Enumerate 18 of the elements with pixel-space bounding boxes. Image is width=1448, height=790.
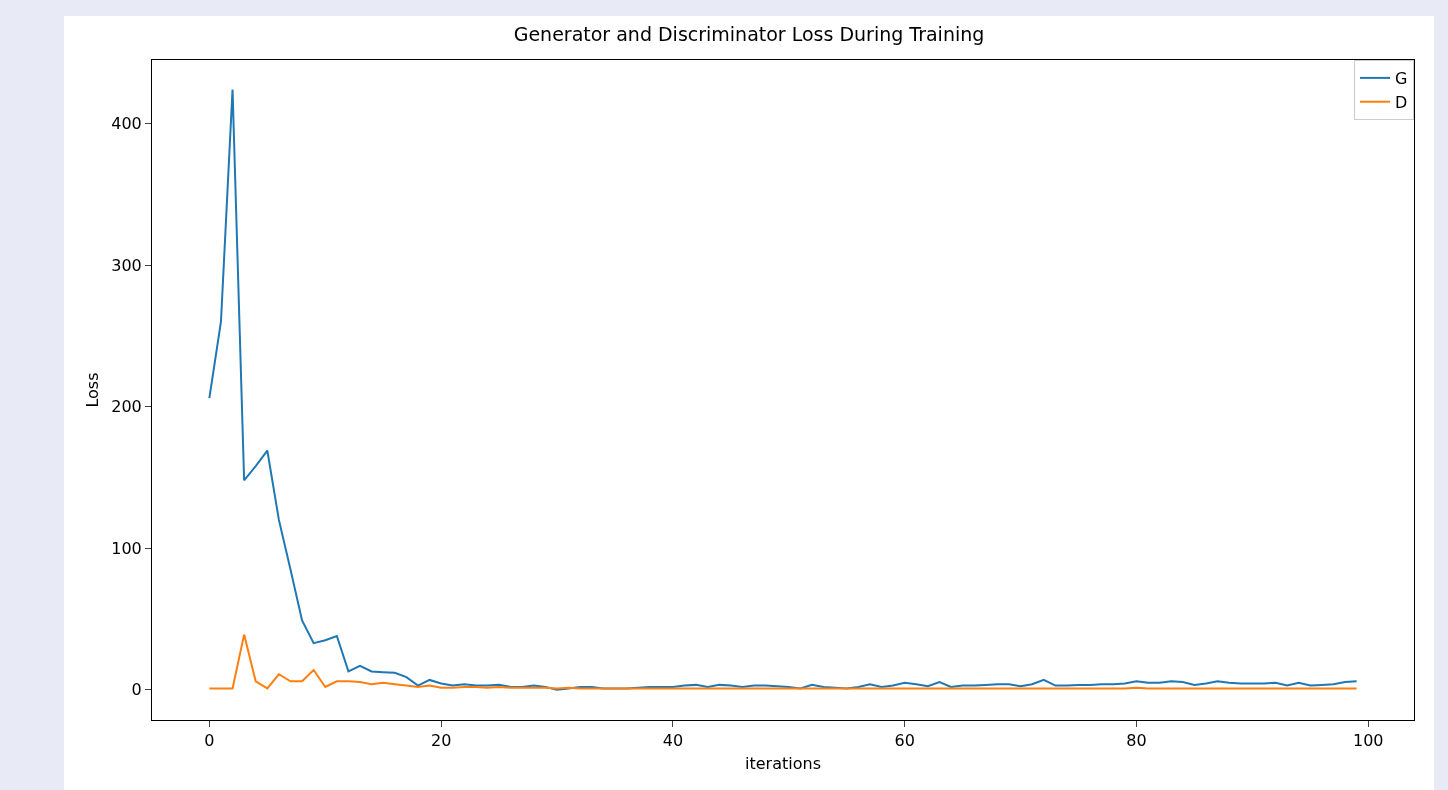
y-tick-label: 200 [111, 397, 142, 417]
y-tick-label: 0 [131, 680, 142, 700]
y-axis-title: Loss [83, 372, 103, 408]
y-tick-label: 400 [111, 114, 142, 134]
legend-label: G [1395, 69, 1408, 89]
x-tick-label: 60 [894, 731, 915, 751]
x-axis-title: iterations [745, 753, 821, 773]
x-tick-label: 0 [204, 731, 215, 751]
y-tick-label: 100 [111, 538, 142, 558]
y-tick-label: 300 [111, 255, 142, 275]
x-tick-label: 80 [1126, 731, 1147, 751]
line-series [208, 633, 1358, 690]
x-tick-label: 20 [430, 731, 452, 751]
legend-label: D [1395, 92, 1408, 112]
chart-title: Generator and Discriminator Loss During Training [513, 22, 985, 45]
x-tick-label: 40 [662, 731, 684, 751]
line-series [208, 88, 1358, 691]
x-tick-label: 100 [1352, 731, 1384, 751]
